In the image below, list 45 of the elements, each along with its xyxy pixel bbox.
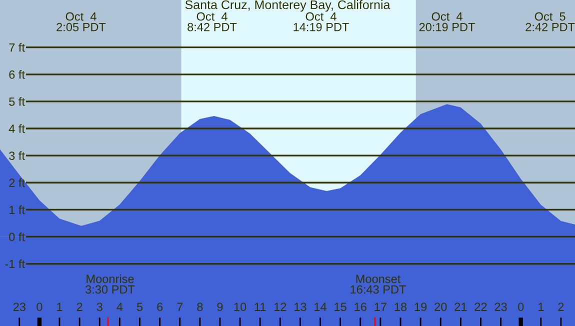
x-tick-label: 20 xyxy=(434,302,447,312)
y-tick-label: 5 ft xyxy=(9,97,25,106)
x-tick-label: 13 xyxy=(294,302,306,312)
annotation: Oct 5 2:42 PDT xyxy=(526,12,575,32)
x-tick-label: 0 xyxy=(36,302,42,312)
annotation: Oct 4 20:19 PDT xyxy=(419,12,475,32)
y-tick-label: 1 ft xyxy=(9,205,25,214)
x-tick-label: 11 xyxy=(254,302,266,311)
x-tick-label: 22 xyxy=(474,302,487,311)
x-tick-label: 4 xyxy=(116,302,123,311)
y-tick-label: 6 ft xyxy=(9,70,25,79)
x-tick-label: 7 xyxy=(177,302,183,311)
annotation: Oct 4 8:42 PDT xyxy=(188,12,237,32)
x-tick-label: 21 xyxy=(454,302,467,311)
x-tick-label: 8 xyxy=(197,302,203,312)
x-tick-label: 18 xyxy=(394,302,407,312)
x-tick-label: 15 xyxy=(334,302,346,312)
y-tick-label: -1 ft xyxy=(5,260,25,268)
x-tick-label: 2 xyxy=(76,302,82,311)
x-tick-label: 12 xyxy=(274,302,286,311)
x-tick-label: 16 xyxy=(354,302,366,312)
x-tick-label: 14 xyxy=(314,302,326,311)
x-tick-label: 19 xyxy=(414,302,427,312)
y-tick-label: 4 ft xyxy=(8,124,25,133)
chart-title: Santa Cruz, Monterey Bay, California xyxy=(185,0,390,12)
annotation: Oct 4 14:19 PDT xyxy=(294,12,349,32)
x-tick-label: 3 xyxy=(96,302,102,312)
y-tick-label: 3 ft xyxy=(9,151,25,160)
annotation: Oct 4 2:05 PDT xyxy=(56,12,106,32)
y-tick-label: 7 ft xyxy=(9,43,25,52)
x-tick-label: 1 xyxy=(538,302,544,311)
x-tick-label: 2 xyxy=(558,302,564,311)
y-tick-label: 2 ft xyxy=(9,178,25,187)
y-tick-label: 0 ft xyxy=(9,232,25,242)
x-tick-label: 10 xyxy=(234,302,246,312)
x-tick-label: 6 xyxy=(157,302,163,312)
x-tick-label: 1 xyxy=(57,302,62,311)
x-tick-label: 17 xyxy=(374,302,386,311)
x-tick-label: 23 xyxy=(13,302,26,312)
x-tick-label: 9 xyxy=(217,302,223,312)
x-tick-label: 23 xyxy=(494,302,507,312)
x-tick-label: 0 xyxy=(518,302,524,312)
annotation: Moonrise 3:30 PDT xyxy=(86,274,135,294)
x-tick-label: 5 xyxy=(136,302,143,312)
annotation: Moonset 16:43 PDT xyxy=(350,274,406,294)
